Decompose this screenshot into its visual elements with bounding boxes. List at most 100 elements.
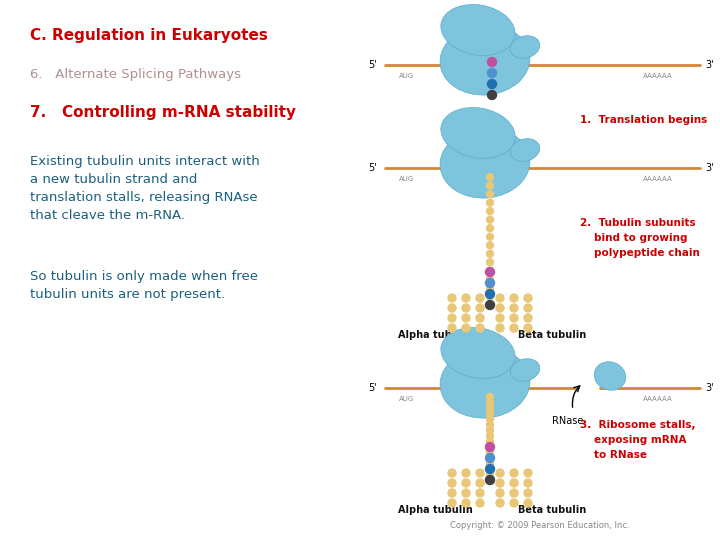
Circle shape [476,479,484,487]
Circle shape [485,454,495,462]
Text: RNase: RNase [552,416,584,426]
Circle shape [487,438,493,445]
Ellipse shape [440,348,530,418]
Circle shape [496,324,504,332]
Circle shape [496,469,504,477]
Circle shape [487,404,493,411]
Circle shape [476,469,484,477]
Circle shape [487,293,493,300]
Text: 6.   Alternate Splicing Pathways: 6. Alternate Splicing Pathways [30,68,241,81]
Circle shape [485,267,495,276]
Circle shape [487,416,493,423]
Text: AUG: AUG [400,73,415,79]
Circle shape [448,314,456,322]
Ellipse shape [441,4,516,56]
Circle shape [524,314,532,322]
Circle shape [487,285,493,292]
Circle shape [487,399,493,406]
Text: to RNase: to RNase [594,450,647,460]
Circle shape [510,499,518,507]
Circle shape [487,182,493,189]
Ellipse shape [510,139,540,161]
Circle shape [496,489,504,497]
Text: Copyright: © 2009 Pearson Education, Inc.: Copyright: © 2009 Pearson Education, Inc… [450,521,630,530]
Text: AUG: AUG [400,176,415,182]
Text: 3': 3' [705,60,714,70]
Circle shape [487,449,493,456]
Circle shape [487,301,493,308]
Circle shape [476,294,484,302]
Circle shape [524,479,532,487]
Text: polypeptide chain: polypeptide chain [594,248,700,258]
Circle shape [487,454,493,461]
Ellipse shape [510,359,540,381]
Circle shape [524,499,532,507]
Text: 5': 5' [368,383,377,393]
Circle shape [510,304,518,312]
Circle shape [496,294,504,302]
Circle shape [485,442,495,451]
Circle shape [496,479,504,487]
Circle shape [487,199,493,206]
Circle shape [487,410,493,417]
Circle shape [524,469,532,477]
Circle shape [487,208,493,214]
Ellipse shape [510,36,540,58]
Text: exposing mRNA: exposing mRNA [594,435,686,445]
Circle shape [510,314,518,322]
Circle shape [510,294,518,302]
Ellipse shape [441,328,516,379]
Text: bind to growing: bind to growing [594,233,688,243]
Circle shape [462,499,470,507]
Circle shape [487,421,493,428]
Circle shape [485,476,495,484]
Circle shape [485,300,495,309]
Circle shape [487,394,493,401]
Text: Alpha tubulin: Alpha tubulin [397,505,472,515]
Circle shape [487,216,493,223]
Circle shape [487,465,493,472]
Text: 7.   Controlling m-RNA stability: 7. Controlling m-RNA stability [30,105,296,120]
Circle shape [487,471,493,478]
Text: 1.  Translation begins: 1. Translation begins [580,115,707,125]
Circle shape [487,191,493,198]
Circle shape [462,294,470,302]
Circle shape [462,479,470,487]
Text: 2.  Tubulin subunits: 2. Tubulin subunits [580,218,696,228]
Circle shape [485,279,495,287]
Circle shape [485,289,495,299]
Circle shape [496,304,504,312]
Ellipse shape [440,128,530,198]
Circle shape [487,251,493,257]
Circle shape [524,489,532,497]
Text: 5': 5' [368,60,377,70]
Circle shape [476,314,484,322]
Text: 5': 5' [368,163,377,173]
Text: 3': 3' [705,163,714,173]
Circle shape [448,304,456,312]
Circle shape [487,173,493,180]
Circle shape [448,324,456,332]
Circle shape [487,460,493,467]
Circle shape [476,499,484,507]
Circle shape [487,267,493,274]
Circle shape [448,489,456,497]
Circle shape [448,294,456,302]
Circle shape [510,324,518,332]
Circle shape [487,427,493,434]
Text: C. Regulation in Eukaryotes: C. Regulation in Eukaryotes [30,28,268,43]
Circle shape [487,476,493,483]
Circle shape [496,499,504,507]
Text: AUG: AUG [400,396,415,402]
Circle shape [487,242,493,249]
Circle shape [462,314,470,322]
Circle shape [487,276,493,283]
Circle shape [485,464,495,474]
Text: AAAAAA: AAAAAA [643,176,673,182]
Circle shape [487,91,497,99]
Circle shape [487,443,493,450]
Ellipse shape [440,25,530,95]
Circle shape [510,489,518,497]
Circle shape [448,479,456,487]
Circle shape [487,233,493,240]
